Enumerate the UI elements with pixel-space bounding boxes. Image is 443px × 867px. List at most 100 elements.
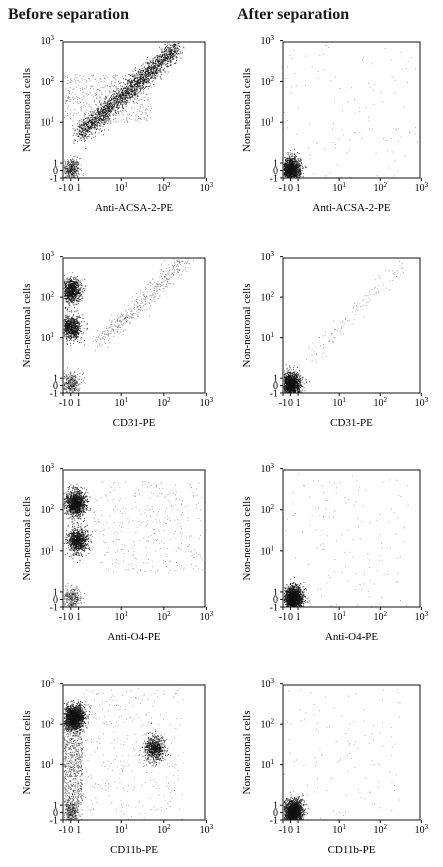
event-dot	[86, 120, 88, 122]
event-dot	[81, 170, 82, 171]
event-dot	[298, 162, 299, 164]
event-dot	[154, 67, 155, 68]
event-dot	[297, 164, 299, 166]
event-dot	[158, 61, 160, 63]
event-dot	[302, 177, 304, 179]
event-dot	[122, 101, 123, 103]
event-dot	[91, 123, 92, 124]
event-dot	[391, 151, 393, 153]
event-dot	[138, 86, 140, 88]
event-dot	[155, 65, 157, 66]
event-dot	[308, 147, 309, 149]
event-dot	[99, 112, 101, 114]
event-dot	[304, 165, 306, 167]
event-dot	[145, 96, 147, 98]
event-dot	[149, 73, 151, 75]
event-dot	[113, 104, 115, 106]
event-dot	[87, 128, 89, 130]
event-dot	[93, 136, 95, 138]
event-dot	[75, 310, 77, 312]
event-dot	[167, 56, 169, 58]
event-dot	[105, 95, 106, 97]
event-dot	[171, 49, 173, 51]
event-dot	[85, 126, 87, 128]
event-dot	[153, 74, 155, 75]
event-dot	[383, 138, 384, 139]
event-dot	[402, 68, 404, 70]
event-dot	[173, 52, 175, 54]
event-dot	[97, 119, 99, 121]
event-dot	[288, 168, 290, 170]
event-dot	[165, 64, 166, 66]
event-dot	[101, 118, 103, 120]
event-dot	[143, 74, 145, 76]
event-dot	[118, 101, 120, 103]
event-dot	[108, 100, 110, 102]
event-dot	[98, 111, 100, 113]
event-dot	[115, 75, 117, 77]
event-dot	[101, 119, 103, 120]
event-dot	[288, 157, 290, 159]
event-dot	[94, 120, 96, 122]
event-dot	[108, 103, 110, 105]
event-dot	[165, 63, 167, 65]
event-dot	[116, 103, 118, 105]
event-dot	[72, 120, 74, 122]
event-dot	[80, 134, 82, 136]
event-dot	[137, 102, 138, 104]
event-dot	[117, 107, 119, 109]
event-dot	[104, 116, 106, 118]
event-dot	[135, 115, 137, 117]
event-dot	[75, 171, 76, 173]
event-dot	[98, 122, 100, 123]
event-dot	[155, 72, 156, 74]
event-dot	[88, 78, 89, 80]
event-dot	[64, 161, 66, 163]
event-dot	[119, 114, 120, 116]
event-dot	[69, 166, 70, 168]
event-dot	[123, 101, 125, 103]
event-dot	[77, 97, 79, 98]
event-dot	[130, 89, 131, 91]
event-dot	[293, 172, 295, 174]
event-dot	[103, 121, 105, 123]
event-dot	[137, 95, 139, 97]
event-dot	[171, 52, 172, 54]
event-dot	[83, 130, 85, 131]
event-dot	[148, 64, 150, 66]
event-dot	[169, 58, 171, 59]
event-dot	[294, 73, 296, 74]
event-dot	[84, 135, 85, 137]
event-dot	[112, 90, 114, 92]
event-dot	[287, 177, 289, 179]
event-dot	[75, 174, 77, 176]
event-dot	[150, 61, 152, 63]
event-dot	[154, 64, 156, 66]
event-dot	[171, 50, 173, 52]
event-dot	[154, 78, 156, 80]
event-dot	[147, 67, 148, 68]
event-dot	[103, 112, 104, 114]
event-dot	[144, 75, 146, 77]
event-dot	[76, 174, 78, 176]
event-dot	[84, 136, 86, 138]
event-dot	[130, 83, 132, 85]
event-dot	[180, 57, 182, 59]
event-dot	[142, 79, 144, 81]
event-dot	[373, 104, 375, 105]
event-dot	[102, 112, 104, 113]
event-dot	[167, 56, 169, 58]
event-dot	[127, 90, 129, 92]
event-dot	[77, 141, 78, 143]
event-dot	[109, 92, 111, 94]
event-dot	[72, 163, 73, 165]
event-dot	[163, 60, 165, 62]
event-dot	[96, 115, 98, 117]
event-dot	[118, 99, 119, 101]
event-dot	[86, 80, 88, 81]
event-dot	[167, 65, 168, 67]
event-dot	[103, 77, 105, 79]
event-dot	[114, 82, 116, 83]
event-dot	[84, 129, 86, 131]
event-dot	[65, 76, 67, 77]
